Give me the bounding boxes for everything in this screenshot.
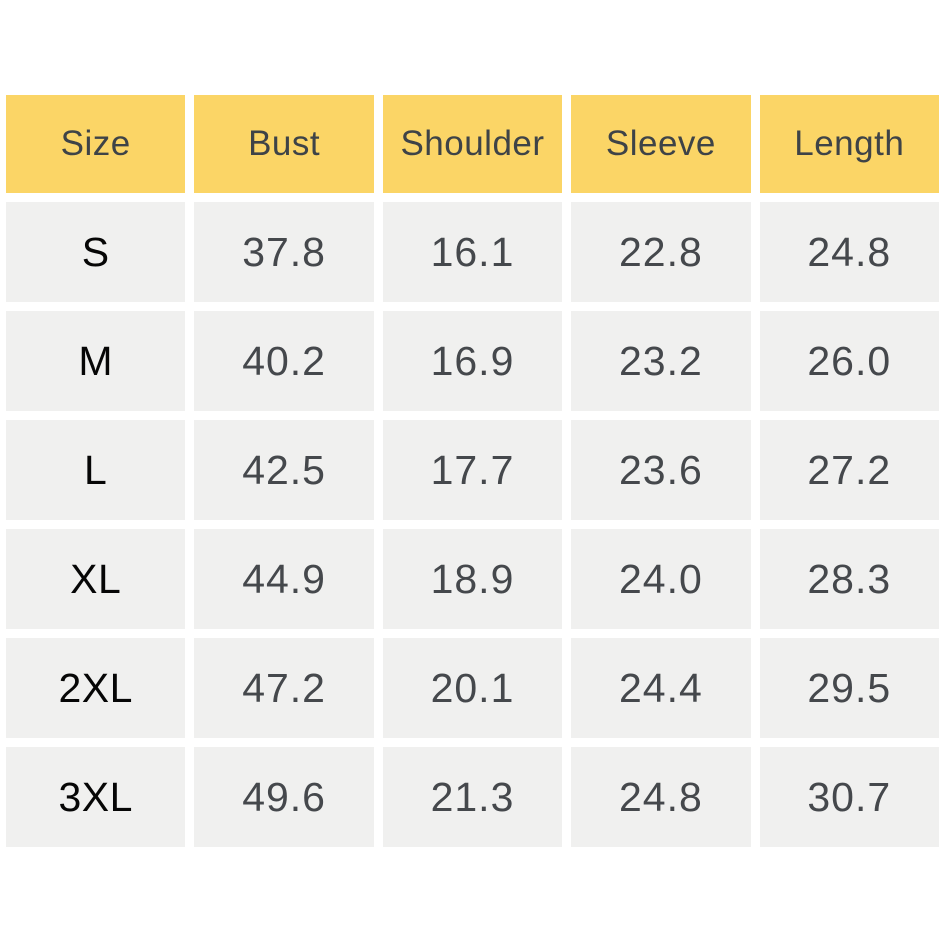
sleeve-value-cell: 23.6 — [571, 420, 751, 520]
sleeve-value-cell: 24.4 — [571, 638, 751, 738]
size-label-cell: S — [6, 202, 186, 302]
shoulder-value-cell: 21.3 — [382, 747, 563, 847]
size-label-cell: M — [6, 311, 186, 411]
length-value-cell: 27.2 — [759, 420, 939, 520]
sleeve-value-cell: 22.8 — [571, 202, 751, 302]
bust-value-cell: 42.5 — [194, 420, 374, 520]
bust-value-cell: 44.9 — [194, 529, 374, 629]
length-value-cell: 30.7 — [759, 747, 939, 847]
header-cell-sleeve: Sleeve — [571, 95, 751, 193]
shoulder-value-cell: 20.1 — [382, 638, 563, 738]
sleeve-value-cell: 23.2 — [571, 311, 751, 411]
length-value-cell: 26.0 — [759, 311, 939, 411]
size-label-cell: XL — [6, 529, 186, 629]
bust-value-cell: 37.8 — [194, 202, 374, 302]
sleeve-value-cell: 24.8 — [571, 747, 751, 847]
length-value-cell: 28.3 — [759, 529, 939, 629]
shoulder-value-cell: 16.9 — [382, 311, 563, 411]
sleeve-value-cell: 24.0 — [571, 529, 751, 629]
shoulder-value-cell: 16.1 — [382, 202, 563, 302]
size-label-cell: 3XL — [6, 747, 186, 847]
size-label-cell: 2XL — [6, 638, 186, 738]
shoulder-value-cell: 17.7 — [382, 420, 563, 520]
bust-value-cell: 47.2 — [194, 638, 374, 738]
bust-value-cell: 49.6 — [194, 747, 374, 847]
shoulder-value-cell: 18.9 — [382, 529, 563, 629]
header-cell-size: Size — [6, 95, 186, 193]
length-value-cell: 29.5 — [759, 638, 939, 738]
bust-value-cell: 40.2 — [194, 311, 374, 411]
size-label-cell: L — [6, 420, 186, 520]
length-value-cell: 24.8 — [759, 202, 939, 302]
header-cell-length: Length — [759, 95, 939, 193]
size-chart-table: Size Bust Shoulder Sleeve Length S 37.8 … — [6, 95, 939, 847]
header-cell-bust: Bust — [194, 95, 374, 193]
header-cell-shoulder: Shoulder — [382, 95, 563, 193]
